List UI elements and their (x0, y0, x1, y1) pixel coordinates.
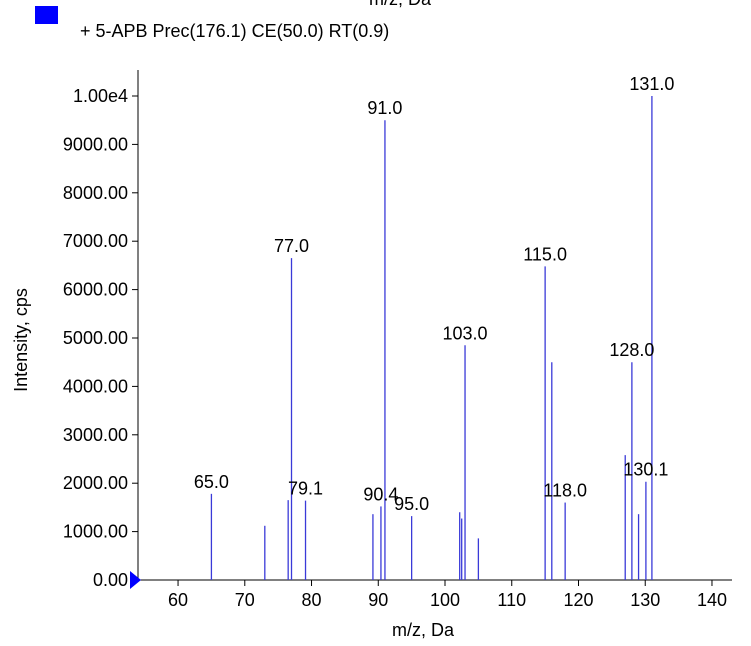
y-tick-label: 6000.00 (63, 280, 128, 300)
y-tick-label: 9000.00 (63, 134, 128, 154)
y-tick-label: 3000.00 (63, 425, 128, 445)
peak-label: 103.0 (443, 323, 488, 343)
legend-entry-label: + 5-APB Prec(176.1) CE(50.0) RT(0.9) (80, 21, 389, 41)
peak-label: 115.0 (523, 244, 567, 264)
legend: + 5-APB Prec(176.1) CE(50.0) RT(0.9) (35, 6, 389, 41)
y-tick-label: 1000.00 (63, 522, 128, 542)
x-tick-label: 90 (368, 590, 388, 610)
peak-label: 128.0 (609, 340, 654, 360)
x-tick-label: 120 (563, 590, 593, 610)
x-tick-label: 100 (430, 590, 460, 610)
peak-label: 65.0 (194, 472, 229, 492)
top-clipped-axis-label: m/z, Da (369, 0, 432, 9)
peak-label: 130.1 (623, 460, 668, 480)
y-tick-label: 1.00e4 (73, 86, 128, 106)
y-tick-label: 7000.00 (63, 231, 128, 251)
x-tick-label: 140 (697, 590, 727, 610)
peaks-series (210, 96, 653, 580)
x-tick-label: 110 (497, 590, 526, 610)
y-tick-label: 5000.00 (63, 328, 128, 348)
legend-swatch (35, 6, 58, 24)
x-tick-label: 80 (302, 590, 322, 610)
y-axis-title: Intensity, cps (11, 288, 31, 392)
origin-marker-icon (130, 571, 141, 589)
y-tick-label: 4000.00 (63, 376, 128, 396)
peak-label: 118.0 (543, 481, 587, 501)
peak-label: 91.0 (367, 98, 402, 118)
peak-label: 77.0 (274, 236, 309, 256)
y-axis-ticks: 0.00 1000.00 2000.00 3000.00 4000.00 5000.00 6… (63, 86, 138, 590)
peak-label: 131.0 (629, 74, 674, 94)
peak-labels: 65.0 77.0 79.1 90.4 91.0 95.0 103.0 115.0 118.0 1… (194, 74, 675, 514)
peak-label: 90.4 (363, 484, 398, 504)
x-axis-title: m/z, Da (392, 620, 455, 640)
y-tick-label: 8000.00 (63, 183, 128, 203)
peak-label: 79.1 (288, 479, 323, 499)
x-tick-label: 130 (630, 590, 660, 610)
peak-label: 95.0 (394, 494, 429, 514)
x-axis-ticks: 60 70 80 90 100 110 120 130 140 (168, 580, 727, 610)
x-tick-label: 60 (168, 590, 188, 610)
y-tick-label: 0.00 (93, 570, 128, 590)
x-tick-label: 70 (235, 590, 255, 610)
y-tick-label: 2000.00 (63, 473, 128, 493)
